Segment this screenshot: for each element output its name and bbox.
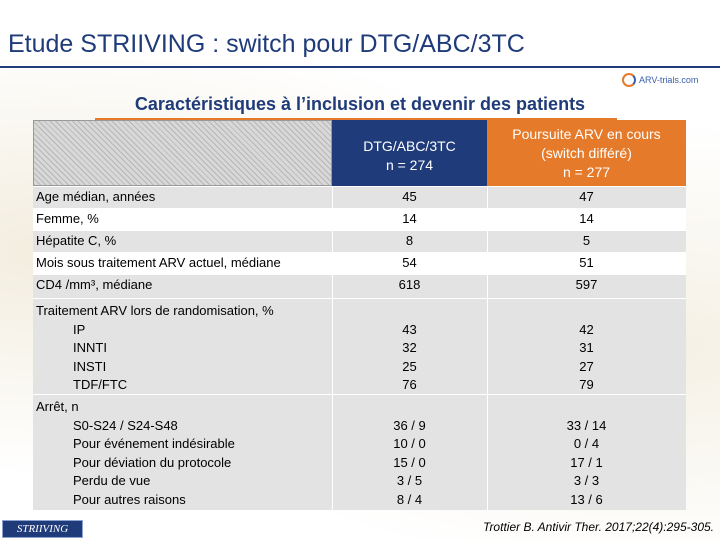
- stop-value-arv: 13 / 6: [570, 491, 603, 507]
- row-label: Femme, %: [36, 211, 99, 226]
- table-row: Mois sous traitement ARV actuel, médiane…: [33, 252, 686, 274]
- treatment-item-label: INSTI: [73, 358, 107, 374]
- row-value-arv: 51: [579, 255, 594, 270]
- stop-value-dtg: 15 / 0: [393, 454, 426, 470]
- subtitle-underline: [95, 118, 617, 120]
- slide-subtitle: Caractéristiques à l’inclusion et deveni…: [134, 94, 586, 114]
- treatment-value-dtg: 43: [402, 321, 417, 337]
- row-label: Mois sous traitement ARV actuel, médiane: [36, 255, 281, 270]
- stop-values-dtg: 36 / 9 10 / 0 15 / 0 3 / 5 8 / 4: [332, 398, 487, 510]
- treatment-value-arv: 31: [579, 340, 594, 356]
- stop-heading: Arrêt, n: [36, 399, 79, 414]
- header-arv-switch: (switch différé): [541, 144, 632, 161]
- characteristics-table: DTG/ABC/3TC n = 274 Poursuite ARV en cou…: [33, 120, 686, 510]
- reference-citation: Trottier B. Antivir Ther. 2017;22(4):295…: [483, 520, 714, 534]
- stop-item-label: S0-S24 / S24-S48: [73, 417, 178, 433]
- spacer: [332, 302, 487, 321]
- row-value-dtg: 14: [402, 211, 417, 226]
- table-corner-cell: [33, 120, 332, 186]
- treatment-value-dtg: 25: [402, 358, 417, 374]
- stop-value-dtg: 3 / 5: [396, 473, 423, 489]
- row-label: Age médian, années: [36, 189, 156, 204]
- stop-value-arv: 0 / 4: [573, 436, 600, 452]
- stop-value-arv: 3 / 3: [573, 473, 600, 489]
- stop-value-dtg: 10 / 0: [393, 436, 426, 452]
- spacer: [332, 398, 487, 417]
- column-separator: [332, 186, 333, 510]
- spacer: [487, 398, 686, 417]
- stop-row: Arrêt, n S0-S24 / S24-S48 Pour événement…: [33, 394, 686, 510]
- treatment-item-label: IP: [73, 321, 86, 337]
- table-row: Hépatite C, % 8 5: [33, 230, 686, 252]
- row-value-arv: 14: [579, 211, 594, 226]
- treatment-value-arv: 79: [579, 377, 594, 393]
- study-badge: STRIIVING: [2, 520, 83, 538]
- treatment-row: Traitement ARV lors de randomisation, % …: [33, 298, 686, 394]
- header-dtg-n: n = 274: [385, 157, 434, 173]
- table-row: CD4 /mm³, médiane 618 597: [33, 274, 686, 298]
- slide-title: Etude STRIIVING : switch pour DTG/ABC/3T…: [8, 30, 525, 58]
- row-label: Hépatite C, %: [36, 233, 117, 248]
- row-label: CD4 /mm³, médiane: [36, 277, 153, 292]
- logo-text: ARV-trials.com: [639, 75, 699, 85]
- stop-values-arv: 33 / 14 0 / 4 17 / 1 3 / 3 13 / 6: [487, 398, 686, 510]
- header-dtg-name: DTG/ABC/3TC: [363, 138, 456, 154]
- treatment-value-arv: 42: [579, 321, 594, 337]
- logo: ARV-trials.com: [622, 70, 714, 90]
- row-value-dtg: 54: [402, 255, 417, 270]
- treatment-value-arv: 27: [579, 358, 594, 374]
- treatment-value-dtg: 32: [402, 340, 417, 356]
- treatment-labels: Traitement ARV lors de randomisation, % …: [36, 302, 274, 395]
- row-value-arv: 5: [582, 233, 591, 248]
- stop-item-label: Perdu de vue: [73, 473, 151, 489]
- column-separator: [487, 186, 488, 510]
- treatment-values-arv: 42 31 27 79: [487, 302, 686, 395]
- table-row: Age médian, années 45 47: [33, 186, 686, 208]
- stop-value-arv: 33 / 14: [566, 417, 607, 433]
- row-value-arv: 47: [579, 189, 594, 204]
- stop-labels: Arrêt, n S0-S24 / S24-S48 Pour événement…: [36, 398, 235, 510]
- stop-value-dtg: 8 / 4: [396, 491, 423, 507]
- stop-value-dtg: 36 / 9: [393, 417, 426, 433]
- row-value-dtg: 8: [405, 233, 414, 248]
- title-divider: [0, 66, 720, 68]
- treatment-heading: Traitement ARV lors de randomisation, %: [36, 303, 274, 318]
- treatment-item-label: INNTI: [73, 340, 107, 356]
- treatment-value-dtg: 76: [402, 377, 417, 393]
- treatment-values-dtg: 43 32 25 76: [332, 302, 487, 395]
- table-row: Femme, % 14 14: [33, 208, 686, 230]
- stop-item-label: Pour déviation du protocole: [73, 454, 232, 470]
- header-dtg-abc-3tc: DTG/ABC/3TC n = 274: [332, 120, 487, 186]
- header-arv-continuation: Poursuite ARV en cours (switch différé) …: [487, 120, 686, 186]
- row-value-arv: 597: [575, 277, 598, 292]
- logo-swirl-icon: [622, 73, 636, 87]
- row-value-dtg: 45: [402, 189, 417, 204]
- spacer: [487, 302, 686, 321]
- treatment-item-label: TDF/FTC: [73, 377, 128, 393]
- header-arv-name: Poursuite ARV en cours: [512, 125, 661, 142]
- stop-item-label: Pour événement indésirable: [73, 436, 235, 452]
- stop-item-label: Pour autres raisons: [73, 491, 186, 507]
- header-arv-n: n = 277: [562, 163, 611, 180]
- stop-value-arv: 17 / 1: [570, 454, 603, 470]
- row-value-dtg: 618: [398, 277, 421, 292]
